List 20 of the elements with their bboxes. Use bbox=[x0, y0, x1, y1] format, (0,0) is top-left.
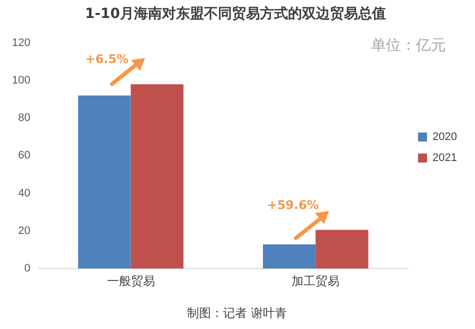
y-tick-label: 120 bbox=[12, 36, 30, 49]
x-tick-label: 一般贸易 bbox=[106, 274, 155, 288]
annotation: +59.6% bbox=[267, 198, 319, 212]
y-tick-label: 60 bbox=[18, 150, 30, 162]
x-tick-label: 加工贸易 bbox=[292, 274, 340, 288]
bar bbox=[78, 95, 131, 269]
legend-label: 2020 bbox=[432, 131, 458, 144]
chart-title: 1-10月海南对东盟不同贸易方式的双边贸易总值 bbox=[84, 5, 386, 22]
y-tick-label: 20 bbox=[18, 225, 30, 237]
annotation: +6.5% bbox=[85, 52, 129, 66]
bar bbox=[262, 244, 316, 269]
annotation: 单位：亿元 bbox=[371, 36, 446, 54]
bar bbox=[130, 84, 184, 269]
y-tick-label: 40 bbox=[18, 187, 30, 200]
y-tick-label: 80 bbox=[18, 112, 30, 124]
text: 制图：记者 谢叶青 bbox=[187, 306, 287, 320]
y-tick-label: 0 bbox=[24, 262, 30, 275]
y-tick-label: 100 bbox=[12, 74, 30, 86]
legend-label: 2021 bbox=[432, 152, 458, 164]
bar bbox=[316, 230, 368, 269]
